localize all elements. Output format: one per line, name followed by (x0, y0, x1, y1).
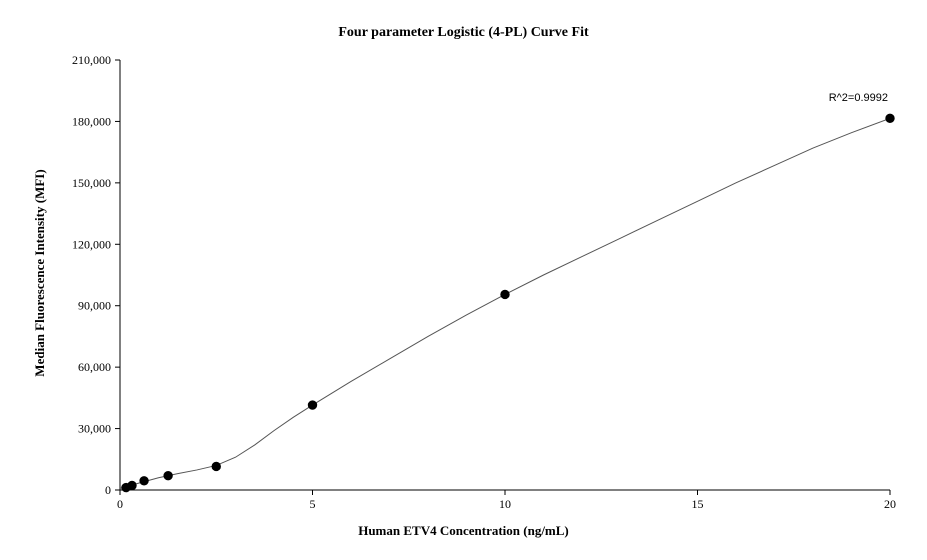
data-point (164, 471, 172, 479)
x-tick-label: 5 (310, 497, 316, 511)
data-point (140, 477, 148, 485)
x-tick-label: 15 (692, 497, 704, 511)
y-tick-label: 90,000 (78, 299, 111, 313)
y-tick-label: 60,000 (78, 360, 111, 374)
data-point (128, 481, 136, 489)
chart-svg: 0 30,000 60,000 90,000 120,000 150,000 180,000… (0, 0, 927, 560)
y-tick-label: 150,000 (72, 176, 111, 190)
y-tick-label: 210,000 (72, 53, 111, 67)
data-point (501, 290, 509, 298)
r-squared-annotation: R^2=0.9992 (829, 92, 888, 104)
x-tick-label: 0 (117, 497, 123, 511)
y-tick-label: 180,000 (72, 114, 111, 128)
data-point (886, 114, 894, 122)
y-tick-label: 30,000 (78, 422, 111, 436)
y-tick-label: 120,000 (72, 237, 111, 251)
fit-curve (120, 118, 890, 488)
chart-container: Four parameter Logistic (4-PL) Curve Fit… (0, 0, 927, 560)
data-point (212, 462, 220, 470)
y-tick-label: 0 (105, 483, 111, 497)
data-point (308, 401, 316, 409)
x-tick-label: 10 (499, 497, 511, 511)
x-tick-label: 20 (884, 497, 896, 511)
